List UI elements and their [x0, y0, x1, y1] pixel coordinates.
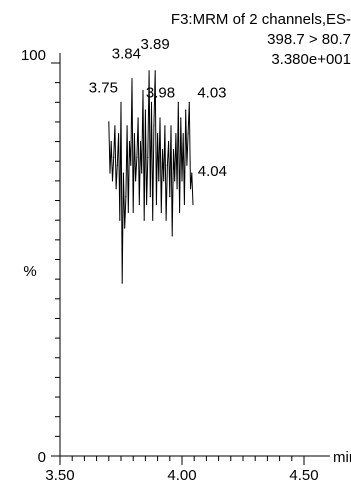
data-point	[119, 219, 121, 221]
data-point	[172, 148, 175, 151]
series-line-0	[108, 70, 194, 284]
data-point	[144, 109, 146, 111]
data-point	[138, 203, 140, 206]
data-point	[142, 89, 144, 92]
data-point	[158, 180, 160, 182]
data-point	[165, 219, 167, 221]
data-point	[188, 101, 190, 103]
data-point	[159, 117, 161, 119]
peak-label-2: 3.89	[141, 36, 170, 53]
data-point	[181, 180, 183, 182]
axis-ticks	[51, 62, 305, 465]
data-point	[157, 133, 159, 135]
data-point	[171, 235, 173, 237]
data-point	[186, 164, 188, 166]
peak-label-1: 3.84	[112, 46, 141, 63]
data-point	[113, 156, 115, 158]
data-point	[122, 172, 125, 174]
data-point	[137, 117, 139, 119]
data-point	[180, 117, 182, 119]
data-point	[191, 172, 193, 174]
data-point	[174, 180, 176, 182]
data-point	[141, 172, 143, 174]
data-point	[176, 188, 178, 190]
data-point	[127, 211, 129, 213]
data-point	[110, 141, 112, 143]
data-point	[136, 156, 138, 158]
data-point	[116, 164, 118, 166]
data-point	[164, 125, 166, 127]
data-point	[167, 141, 170, 143]
data-point	[185, 109, 187, 111]
data-point	[131, 78, 133, 80]
y-tick-label-100: 100	[21, 47, 46, 64]
x-tick-label-3-50: 3.50	[45, 467, 74, 484]
data-point	[111, 180, 114, 182]
data-point	[166, 164, 168, 166]
data-point	[143, 219, 145, 221]
x-tick-label-4-00: 4.00	[167, 467, 196, 484]
data-point	[149, 196, 151, 198]
data-point	[130, 164, 132, 166]
data-point	[132, 211, 134, 213]
data-point	[115, 188, 117, 190]
data-point	[175, 133, 177, 135]
data-point	[152, 219, 154, 221]
data-point	[120, 101, 122, 103]
data-point	[178, 211, 181, 213]
data-point	[189, 188, 192, 190]
data-point	[109, 172, 111, 174]
data-point	[154, 70, 156, 72]
data-point	[125, 196, 127, 198]
x-axis-label: min	[333, 449, 351, 466]
data-point	[117, 133, 120, 135]
data-point	[121, 282, 123, 284]
data-point	[133, 133, 136, 135]
series-layer	[108, 70, 194, 284]
peak-label-0: 3.75	[89, 79, 118, 96]
data-point	[187, 133, 189, 135]
data-point	[135, 180, 137, 182]
data-point	[114, 125, 116, 127]
data-point	[139, 141, 142, 143]
data-point	[108, 121, 110, 123]
data-point	[124, 227, 126, 229]
data-point	[150, 101, 153, 103]
data-point	[146, 203, 148, 206]
data-point	[161, 148, 164, 151]
data-point	[169, 196, 171, 198]
peak-annotations: 3.75 3.843.89 3.98 4.03 4.04	[89, 36, 227, 180]
data-point	[170, 125, 172, 127]
peak-label-3: 3.98	[146, 84, 175, 101]
x-tick-label-4-50: 4.50	[289, 467, 318, 484]
peak-label-4: 4.03	[197, 84, 226, 101]
data-point	[147, 156, 149, 158]
y-axis-label: %	[23, 263, 36, 280]
chart-header-line-2: 398.7 > 80.7	[267, 31, 351, 48]
chart-header-line-1: F3:MRM of 2 channels,ES-	[171, 11, 351, 28]
data-point	[128, 141, 131, 143]
peak-label-5: 4.04	[198, 163, 227, 180]
data-point	[163, 180, 165, 182]
chart-header-line-3: 3.380e+001	[271, 51, 351, 68]
data-point	[155, 203, 157, 206]
data-point	[192, 203, 194, 206]
data-point	[177, 101, 179, 103]
data-point	[182, 133, 184, 135]
data-point	[153, 125, 155, 127]
data-point	[126, 125, 128, 127]
data-point	[148, 70, 150, 72]
data-point	[160, 211, 162, 213]
data-point	[183, 203, 186, 206]
y-tick-label-0: 0	[38, 449, 46, 466]
